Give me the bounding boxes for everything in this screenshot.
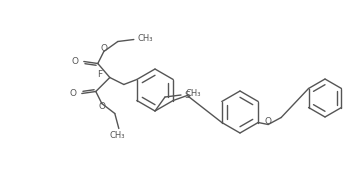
Text: S: S [184, 91, 190, 100]
Text: CH₃: CH₃ [138, 34, 153, 43]
Text: CH₃: CH₃ [109, 131, 124, 140]
Text: O: O [265, 117, 272, 126]
Text: F: F [97, 70, 102, 79]
Text: CH₃: CH₃ [185, 89, 201, 99]
Text: O: O [72, 57, 79, 66]
Text: O: O [98, 102, 105, 111]
Text: O: O [100, 44, 107, 53]
Text: O: O [70, 89, 77, 98]
